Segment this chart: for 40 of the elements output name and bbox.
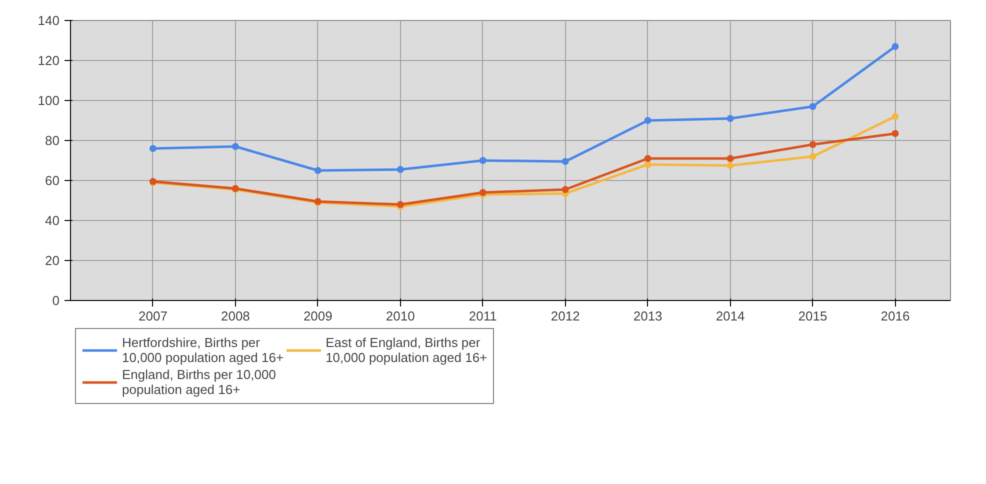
x-tick-label: 2008: [220, 308, 250, 324]
y-tick-label: 140: [38, 13, 60, 28]
y-tick-label: 120: [38, 53, 60, 68]
x-tick-label: 2010: [386, 308, 415, 324]
point: [892, 130, 899, 137]
x-tick-label: 2007: [138, 308, 168, 324]
point: [149, 145, 156, 152]
legend-label: England, Births per 10,000 population aged 16+: [122, 367, 276, 397]
x-tick-label: 2011: [468, 308, 497, 324]
x-tick-label: 2014: [716, 308, 745, 324]
legend-label: Hertfordshire, Births per 10,000 population aged 16+: [122, 335, 284, 365]
point: [644, 117, 652, 124]
point: [809, 153, 816, 160]
point: [809, 103, 816, 110]
point: [644, 155, 652, 162]
point: [892, 113, 899, 120]
point: [726, 162, 734, 169]
point: [314, 167, 322, 174]
point: [892, 43, 899, 50]
y-tick-label: 0: [52, 293, 60, 308]
point: [232, 143, 239, 150]
point: [726, 115, 734, 122]
y-tick-label: 20: [45, 253, 60, 268]
y-tick-label: 60: [45, 173, 60, 188]
x-tick-label: 2016: [880, 308, 910, 324]
point: [726, 155, 734, 162]
y-tick-label: 40: [45, 213, 60, 228]
y-tick-label: 100: [38, 93, 60, 108]
y-tick-label: 80: [45, 133, 60, 148]
x-tick-label: 2012: [550, 308, 580, 324]
point: [562, 186, 569, 193]
point: [396, 166, 404, 173]
point: [809, 141, 816, 148]
point: [644, 161, 652, 168]
x-tick-label: 2015: [798, 308, 828, 324]
x-tick-label: 2013: [633, 308, 662, 324]
x-tick-label: 2009: [303, 308, 332, 324]
legend-label: East of England, Births per 10,000 population aged 16+: [326, 335, 488, 365]
point: [479, 157, 486, 164]
point: [562, 158, 569, 165]
